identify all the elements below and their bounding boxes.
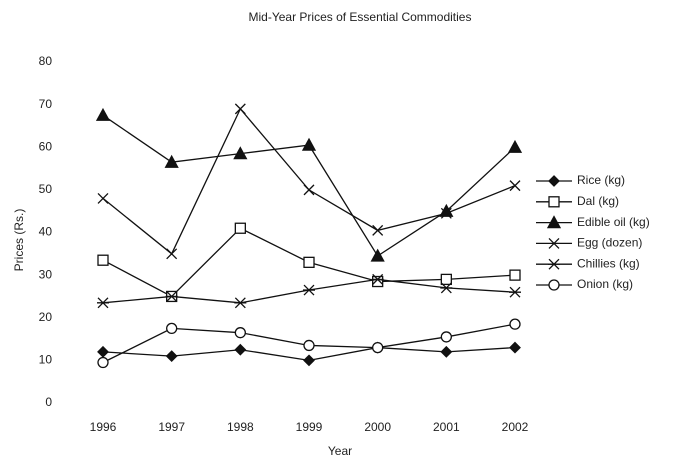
marker (372, 275, 384, 288)
marker (165, 290, 178, 302)
series-line (102, 107, 516, 255)
marker (97, 254, 109, 266)
marker (303, 354, 315, 367)
marker (370, 248, 385, 262)
y-tick-label: 10 (39, 353, 53, 367)
x-axis-label: Year (328, 444, 352, 458)
marker (372, 341, 384, 354)
legend-marker (546, 215, 562, 229)
legend-marker (548, 175, 560, 187)
marker (303, 256, 315, 268)
y-tick-label: 50 (39, 182, 53, 196)
marker (303, 284, 315, 296)
marker (234, 343, 247, 356)
marker (440, 282, 453, 294)
x-tick-label: 1999 (296, 420, 323, 434)
marker (303, 339, 315, 352)
marker (97, 356, 109, 369)
marker (509, 180, 521, 192)
marker (301, 137, 317, 151)
series-line (102, 114, 516, 257)
legend-label: Chillies (kg) (577, 256, 640, 270)
marker (234, 327, 246, 339)
x-tick-label: 2001 (433, 420, 460, 434)
marker (303, 184, 315, 196)
x-tick-label: 2002 (502, 420, 529, 434)
legend-label: Rice (kg) (577, 173, 625, 187)
marker (234, 222, 246, 234)
marker (509, 318, 521, 330)
y-tick-label: 70 (39, 97, 53, 111)
marker (509, 269, 521, 281)
x-tick-label: 1998 (227, 420, 254, 434)
y-tick-label: 20 (39, 310, 53, 324)
y-axis-label: Prices (Rs.) (12, 209, 26, 272)
chart-title: Mid-Year Prices of Essential Commodities (249, 10, 472, 24)
legend-label: Edible oil (kg) (577, 215, 650, 229)
series-line (102, 278, 516, 304)
legend-label: Egg (dozen) (577, 236, 642, 250)
marker (440, 273, 452, 286)
marker (440, 331, 452, 343)
legend-marker (548, 237, 560, 249)
marker (97, 297, 109, 309)
marker (166, 248, 178, 260)
legend-label: Onion (kg) (577, 277, 633, 291)
x-tick-label: 2000 (364, 420, 391, 434)
marker (440, 345, 453, 358)
marker (97, 192, 109, 204)
marker (372, 224, 384, 236)
legend-marker (548, 279, 560, 291)
y-tick-label: 30 (39, 267, 53, 281)
marker (440, 207, 452, 219)
marker (95, 107, 111, 121)
marker (165, 350, 178, 363)
y-tick-label: 0 (45, 395, 52, 409)
marker (507, 139, 523, 153)
legend-label: Dal (kg) (577, 194, 619, 208)
x-tick-label: 1996 (90, 420, 117, 434)
marker (164, 154, 179, 168)
marker (509, 341, 521, 354)
y-tick-label: 40 (39, 225, 53, 239)
marker (234, 103, 246, 115)
legend-marker (548, 258, 560, 270)
marker (234, 297, 247, 309)
marker (97, 345, 109, 358)
marker (233, 146, 248, 160)
y-tick-label: 80 (39, 54, 53, 68)
marker (166, 322, 178, 335)
marker (509, 286, 521, 298)
y-tick-label: 60 (39, 139, 53, 153)
marker (371, 273, 384, 285)
legend-marker (548, 196, 560, 208)
x-tick-label: 1997 (158, 420, 185, 434)
